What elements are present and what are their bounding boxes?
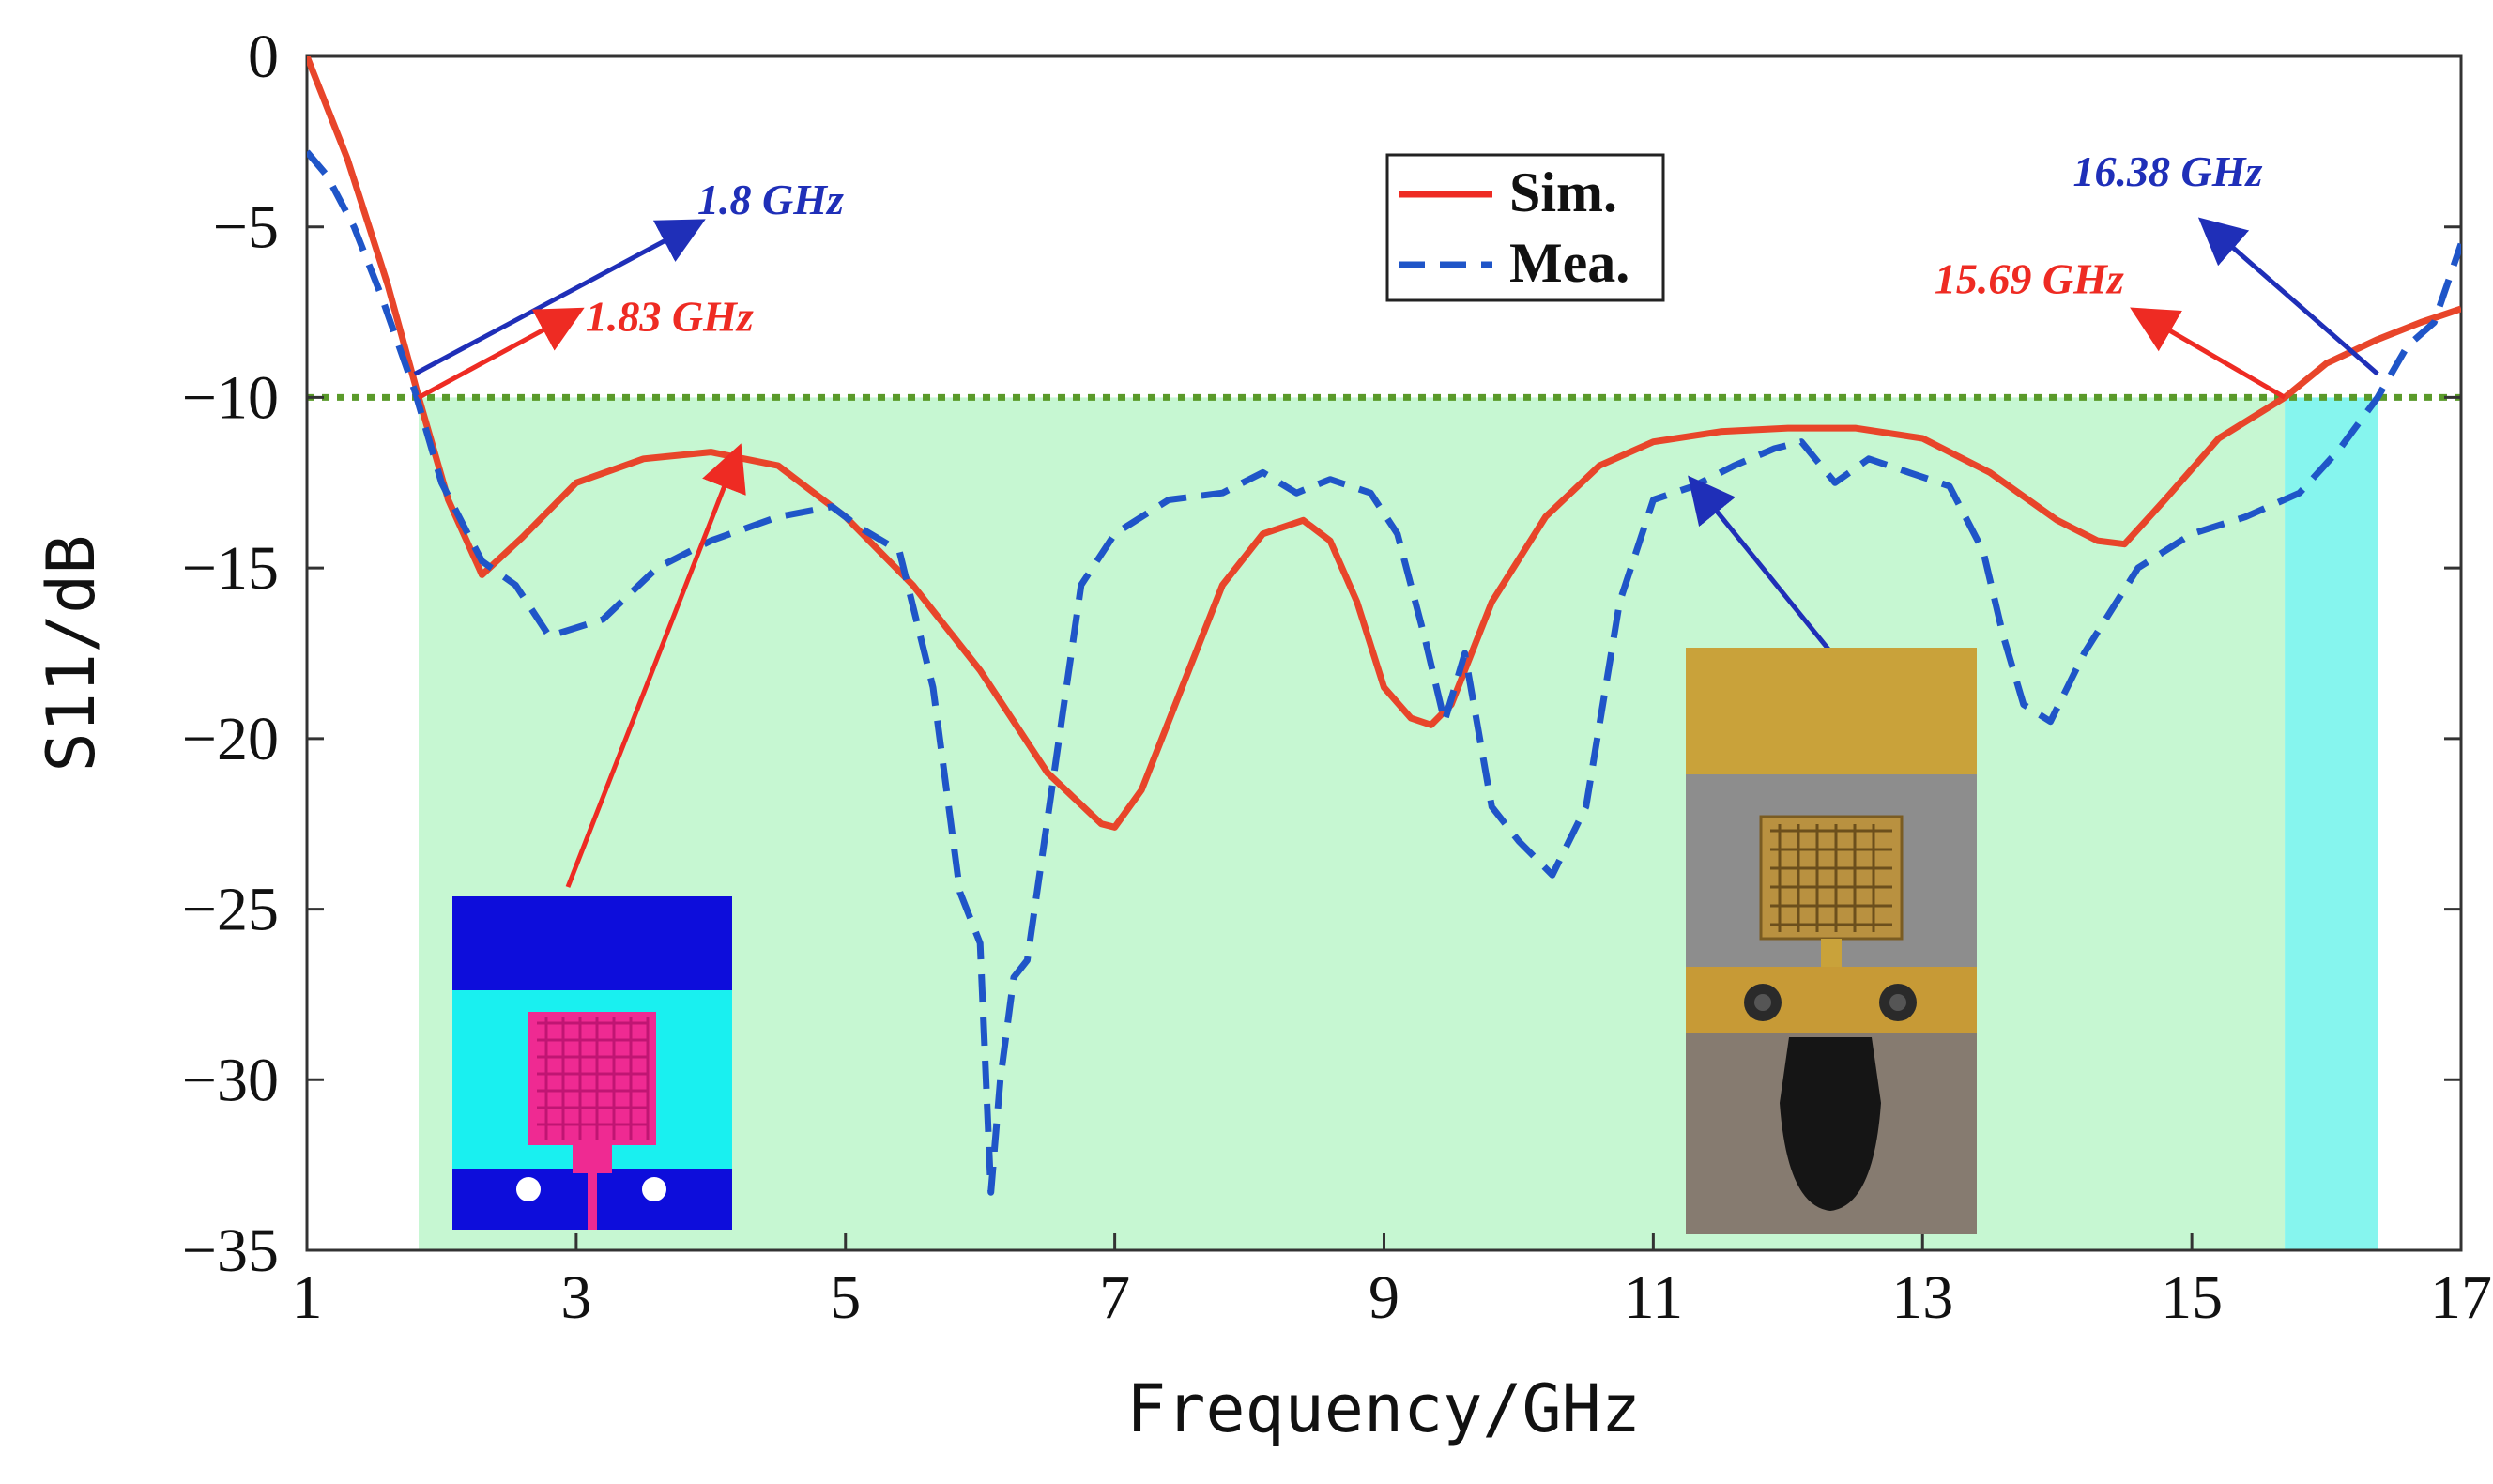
- series-line-mea: [307, 149, 2461, 1196]
- series-line-sim: [307, 56, 2461, 831]
- x-tick-label: 15: [2161, 1263, 2223, 1332]
- y-tick-label: −25: [182, 876, 279, 944]
- y-tick-label: 0: [248, 23, 279, 91]
- y-tick-label: −10: [182, 363, 279, 432]
- annotation-arrow: [413, 219, 706, 376]
- y-tick-label: −5: [213, 193, 279, 262]
- x-tick-label: 13: [1891, 1263, 1953, 1332]
- x-tick-label: 11: [1624, 1263, 1684, 1332]
- x-tick-label: 3: [560, 1263, 591, 1332]
- legend-sim-label: Sim.: [1509, 161, 1617, 223]
- fabricated-antenna-photo-arrow: [1688, 475, 1856, 682]
- y-tick-label: −30: [182, 1046, 279, 1114]
- shaded-band-2: [2285, 397, 2378, 1250]
- y-axis: 0 −5 −10 −15 −20 −25 −30 −35: [182, 23, 2461, 1285]
- y-tick-label: −35: [182, 1216, 279, 1285]
- annotation-label: 16.38 GHz: [2073, 147, 2263, 195]
- y-tick-label: −15: [182, 534, 279, 603]
- annotation-label: 1.83 GHz: [586, 293, 754, 341]
- annotation-arrow: [2130, 307, 2287, 400]
- annotation-arrow: [2197, 217, 2379, 376]
- x-axis: 1 3 5 7 9 11 13 15 17: [292, 1233, 2492, 1332]
- annotation-arrow: [417, 307, 585, 400]
- legend: Sim. Mea.: [1385, 153, 1665, 302]
- x-tick-label: 17: [2430, 1263, 2492, 1332]
- y-tick-label: −20: [182, 705, 279, 773]
- annotation-label: 1.8 GHz: [697, 176, 844, 223]
- x-axis-title: Frequency/GHz: [1126, 1370, 1641, 1447]
- y-axis-title: S11/dB: [33, 535, 110, 773]
- annotation-label: 15.69 GHz: [1935, 255, 2124, 303]
- fabricated-antenna-photo-inset: [1686, 648, 1977, 1234]
- simulated-antenna-layout-inset: [452, 896, 732, 1230]
- legend-mea-label: Mea.: [1509, 232, 1629, 294]
- x-tick-label: 9: [1369, 1263, 1399, 1332]
- x-tick-label: 1: [292, 1263, 323, 1332]
- simulated-antenna-layout-arrow: [565, 443, 746, 888]
- x-tick-label: 5: [830, 1263, 861, 1332]
- x-tick-label: 7: [1099, 1263, 1130, 1332]
